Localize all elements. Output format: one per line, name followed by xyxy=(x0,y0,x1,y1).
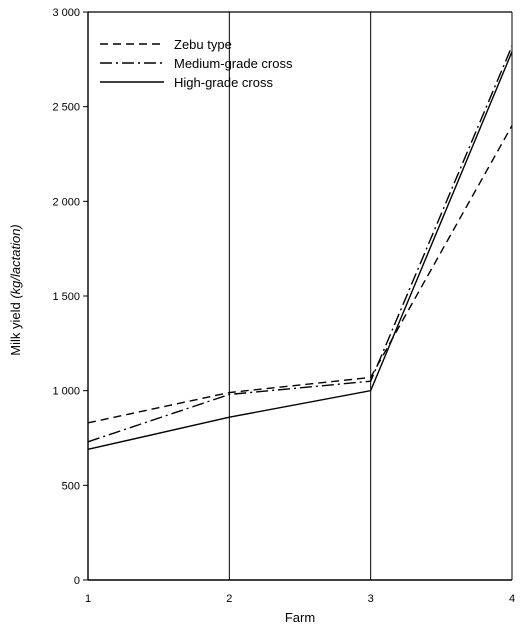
x-tick-label: 3 xyxy=(368,593,374,605)
y-tick-label: 1 000 xyxy=(52,386,80,398)
chart-legend: Zebu type Medium-grade cross High-grade cr… xyxy=(100,37,293,90)
x-tick-label: 2 xyxy=(226,593,232,605)
y-axis-title-units: (kg/lactation) xyxy=(8,224,23,298)
x-tick-label: 4 xyxy=(509,593,515,605)
chart-tick-labels: 0 500 1 000 1 500 2 000 2 500 3 000 1 2 3 4 xyxy=(52,7,515,605)
chart-axes xyxy=(87,11,512,581)
legend-label: Medium-grade cross xyxy=(174,56,293,71)
series-line xyxy=(87,51,513,451)
legend-label: Zebu type xyxy=(174,37,232,52)
y-tick-label: 2 500 xyxy=(52,102,80,114)
chart-gridlines xyxy=(228,12,513,580)
y-tick-label: 1 500 xyxy=(52,291,80,303)
y-tick-label: 500 xyxy=(62,480,80,492)
legend-label: High-grade cross xyxy=(174,75,273,90)
y-tick-label: 2 000 xyxy=(52,196,80,208)
series-line xyxy=(87,45,513,443)
y-tick-label: 0 xyxy=(74,575,80,587)
x-axis-title: Farm xyxy=(285,610,315,625)
y-axis-title-plain: Milk yield xyxy=(8,299,23,356)
series-line xyxy=(87,125,513,424)
y-tick-label: 3 000 xyxy=(52,7,80,19)
x-tick-label: 1 xyxy=(85,593,91,605)
chart-series xyxy=(87,45,513,451)
y-axis-title: Milk yield (kg/lactation) xyxy=(8,224,23,356)
